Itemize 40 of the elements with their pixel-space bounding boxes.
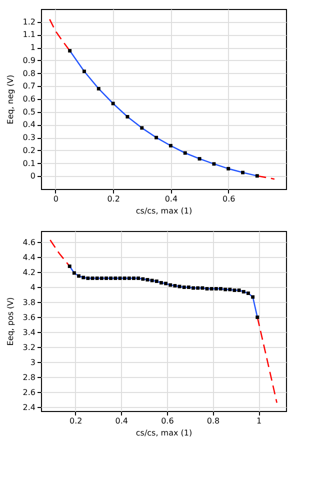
x-tick-label: 0.6 (222, 194, 236, 204)
x-axis-title: cs/cs, max (1) (136, 428, 192, 438)
y-tick-label: 3.4 (22, 328, 36, 337)
y-tick-label: 0.7 (22, 82, 36, 91)
y-axis-title: Eeq, pos (V) (6, 297, 15, 346)
x-tick-label: 1 (256, 416, 262, 426)
y-tick-label: 4.4 (22, 252, 36, 262)
x-tick-label: 0.2 (107, 194, 120, 204)
y-tick-label: 0 (30, 172, 36, 181)
y-tick-label: 1.2 (22, 17, 36, 26)
y-tick-label: 2.4 (22, 402, 36, 412)
x-axis-title: cs/cs, max (1) (136, 206, 192, 216)
y-tick-label: 0.5 (22, 107, 36, 116)
line-series (69, 50, 258, 177)
y-tick-label: 0.2 (22, 146, 36, 155)
y-tick-label: 2.6 (22, 388, 36, 397)
y-axis-title: Eeq, neg (V) (6, 74, 15, 124)
y-tick-label: 4.2 (22, 268, 36, 277)
x-tick-label: 0.2 (69, 416, 82, 426)
y-tick-label: 3.6 (22, 312, 36, 322)
y-tick-label: 4.6 (22, 238, 36, 247)
y-tick-label: 0.9 (22, 56, 36, 65)
y-tick-label: 2.8 (22, 372, 36, 382)
y-tick-label: 3.8 (22, 298, 36, 307)
y-tick-label: 0.6 (22, 94, 36, 104)
x-tick-label: 0 (53, 194, 58, 204)
y-tick-label: 3 (30, 358, 36, 367)
y-tick-label: 1.1 (22, 30, 36, 40)
y-tick-label: 1 (30, 43, 36, 52)
x-tick-label: 0.6 (161, 416, 174, 426)
line-series (68, 266, 258, 318)
y-tick-label: 3.2 (22, 342, 36, 352)
x-tick-label: 0.4 (164, 194, 178, 204)
y-tick-label: 0.3 (22, 133, 36, 142)
y-tick-label: 0.8 (22, 68, 36, 78)
y-tick-label: 0.1 (22, 158, 36, 168)
y-tick-label: 0.4 (22, 120, 36, 130)
x-tick-label: 0.4 (115, 416, 128, 426)
y-tick-label: 4 (30, 282, 36, 292)
x-tick-label: 0.8 (206, 416, 220, 426)
